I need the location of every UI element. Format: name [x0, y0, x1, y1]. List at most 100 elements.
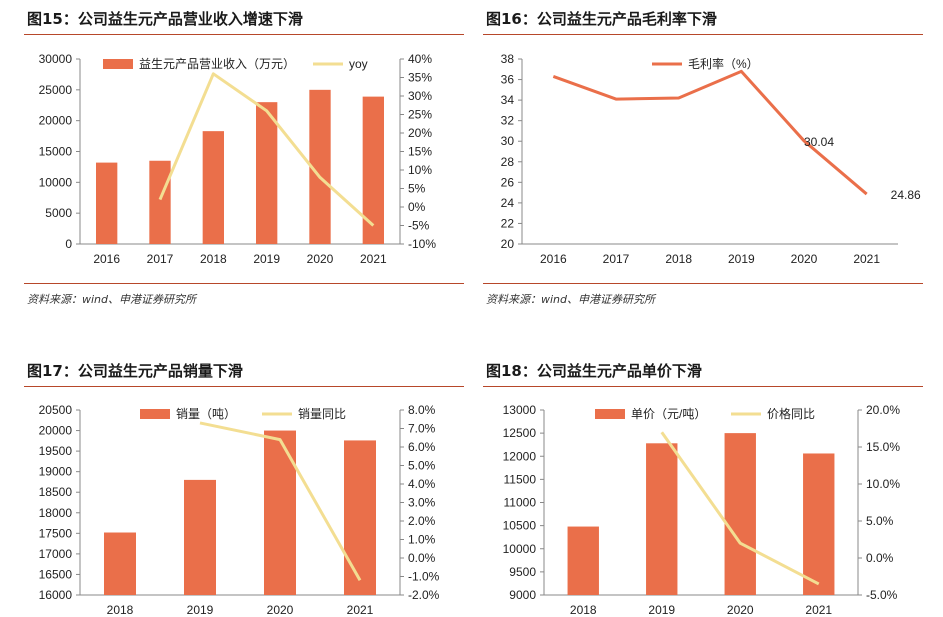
x-tick-label: 2016: [540, 252, 567, 266]
bar: [362, 96, 384, 244]
x-tick-label: 2020: [727, 603, 754, 617]
bar: [344, 440, 376, 595]
left-tick-label: 9500: [509, 565, 536, 579]
left-tick-label: 24: [501, 196, 515, 210]
x-tick-label: 2017: [603, 252, 630, 266]
fig15-title: 图15：公司益生元产品营业收入增速下滑: [27, 10, 303, 28]
left-tick-label: 10000: [503, 542, 537, 556]
left-tick-label: 20000: [39, 424, 73, 438]
bar: [96, 162, 118, 244]
x-tick-label: 2021: [805, 603, 832, 617]
legend-bar-label: 单价（元/吨）: [631, 407, 706, 421]
right-tick-label: 25%: [408, 108, 432, 122]
bar: [567, 526, 599, 595]
legend-bar-swatch: [103, 59, 133, 69]
left-tick-label: 26: [501, 175, 515, 189]
right-tick-label: 7.0%: [408, 422, 436, 436]
left-tick-label: 11000: [504, 496, 537, 510]
x-tick-label: 2021: [360, 252, 387, 266]
margin-line: [552, 69, 868, 196]
x-tick-label: 2016: [93, 252, 120, 266]
legend-line-label: 毛利率（%）: [688, 56, 759, 71]
left-tick-label: 38: [501, 52, 515, 66]
right-tick-label: 30%: [408, 89, 432, 103]
left-tick-label: 16500: [39, 567, 73, 581]
fig15-top-rule: [24, 34, 464, 35]
right-tick-label: -2.0%: [408, 588, 440, 602]
left-tick-label: 28: [501, 155, 515, 169]
x-tick-label: 2019: [648, 603, 675, 617]
left-tick-label: 19000: [39, 465, 73, 479]
left-tick-label: 20: [501, 237, 515, 251]
right-tick-label: 4.0%: [408, 477, 436, 491]
right-tick-label: 0.0%: [408, 551, 436, 565]
right-tick-label: 10.0%: [866, 477, 900, 491]
left-tick-label: 15000: [39, 145, 73, 159]
bar: [104, 532, 136, 595]
left-tick-label: 32: [501, 114, 515, 128]
left-tick-label: 30: [501, 134, 515, 148]
left-tick-label: 18500: [39, 485, 73, 499]
x-tick-label: 2018: [200, 252, 227, 266]
right-tick-label: 20.0%: [866, 403, 900, 417]
left-tick-label: 30000: [39, 52, 73, 66]
left-tick-label: 9000: [509, 588, 536, 602]
bar: [149, 160, 171, 244]
bar: [803, 453, 835, 595]
fig15-source: 资料来源：wind、申港证券研究所: [27, 293, 197, 306]
left-tick-label: 25000: [39, 83, 73, 97]
left-tick-label: 19500: [39, 444, 73, 458]
fig18-top-rule: [483, 386, 923, 387]
right-tick-label: 35%: [408, 71, 432, 85]
fig18-title: 图18：公司益生元产品单价下滑: [486, 362, 702, 380]
right-tick-label: 3.0%: [408, 496, 436, 510]
fig16-source: 资料来源：wind、申港证券研究所: [486, 293, 656, 306]
left-tick-label: 34: [501, 93, 515, 107]
x-tick-label: 2018: [107, 603, 134, 617]
data-label: 30.04: [804, 135, 834, 149]
bar: [256, 102, 278, 245]
legend-bar-label: 销量（吨）: [176, 407, 236, 421]
legend-bar-label: 益生元产品营业收入（万元）: [139, 57, 295, 71]
right-tick-label: 8.0%: [408, 403, 436, 417]
right-tick-label: 6.0%: [408, 440, 436, 454]
left-tick-label: 22: [501, 216, 515, 230]
right-tick-label: 5.0%: [408, 459, 436, 473]
right-tick-label: 2.0%: [408, 514, 436, 528]
x-tick-label: 2020: [791, 252, 818, 266]
left-tick-label: 5000: [45, 206, 72, 220]
left-tick-label: 17000: [39, 547, 73, 561]
bar: [724, 433, 756, 595]
x-tick-label: 2020: [307, 252, 334, 266]
left-tick-label: 12000: [503, 449, 537, 463]
x-tick-label: 2019: [187, 603, 214, 617]
right-tick-label: 15%: [408, 145, 432, 159]
yoy-line: [158, 72, 375, 227]
right-tick-label: -5.0%: [866, 588, 898, 602]
bar: [309, 89, 331, 244]
left-tick-label: 36: [501, 73, 515, 87]
left-tick-label: 11500: [504, 472, 537, 486]
right-tick-label: -1.0%: [408, 570, 440, 584]
x-tick-label: 2019: [253, 252, 280, 266]
fig16-top-rule: [483, 34, 923, 35]
right-tick-label: 15.0%: [866, 440, 900, 454]
right-tick-label: 5.0%: [866, 514, 894, 528]
right-tick-label: 10%: [408, 163, 432, 177]
fig17-title: 图17：公司益生元产品销量下滑: [27, 362, 243, 380]
x-tick-label: 2021: [347, 603, 374, 617]
fig16-bottom-rule: [483, 283, 923, 284]
data-label: 24.86: [891, 188, 921, 202]
bar: [202, 131, 224, 244]
legend-line-label: yoy: [349, 57, 368, 71]
x-tick-label: 2018: [570, 603, 597, 617]
right-tick-label: -10%: [408, 237, 436, 251]
x-tick-label: 2019: [728, 252, 755, 266]
right-tick-label: 40%: [408, 52, 432, 66]
yoy-line: [660, 431, 820, 586]
left-tick-label: 13000: [503, 403, 537, 417]
left-tick-label: 10500: [503, 519, 537, 533]
